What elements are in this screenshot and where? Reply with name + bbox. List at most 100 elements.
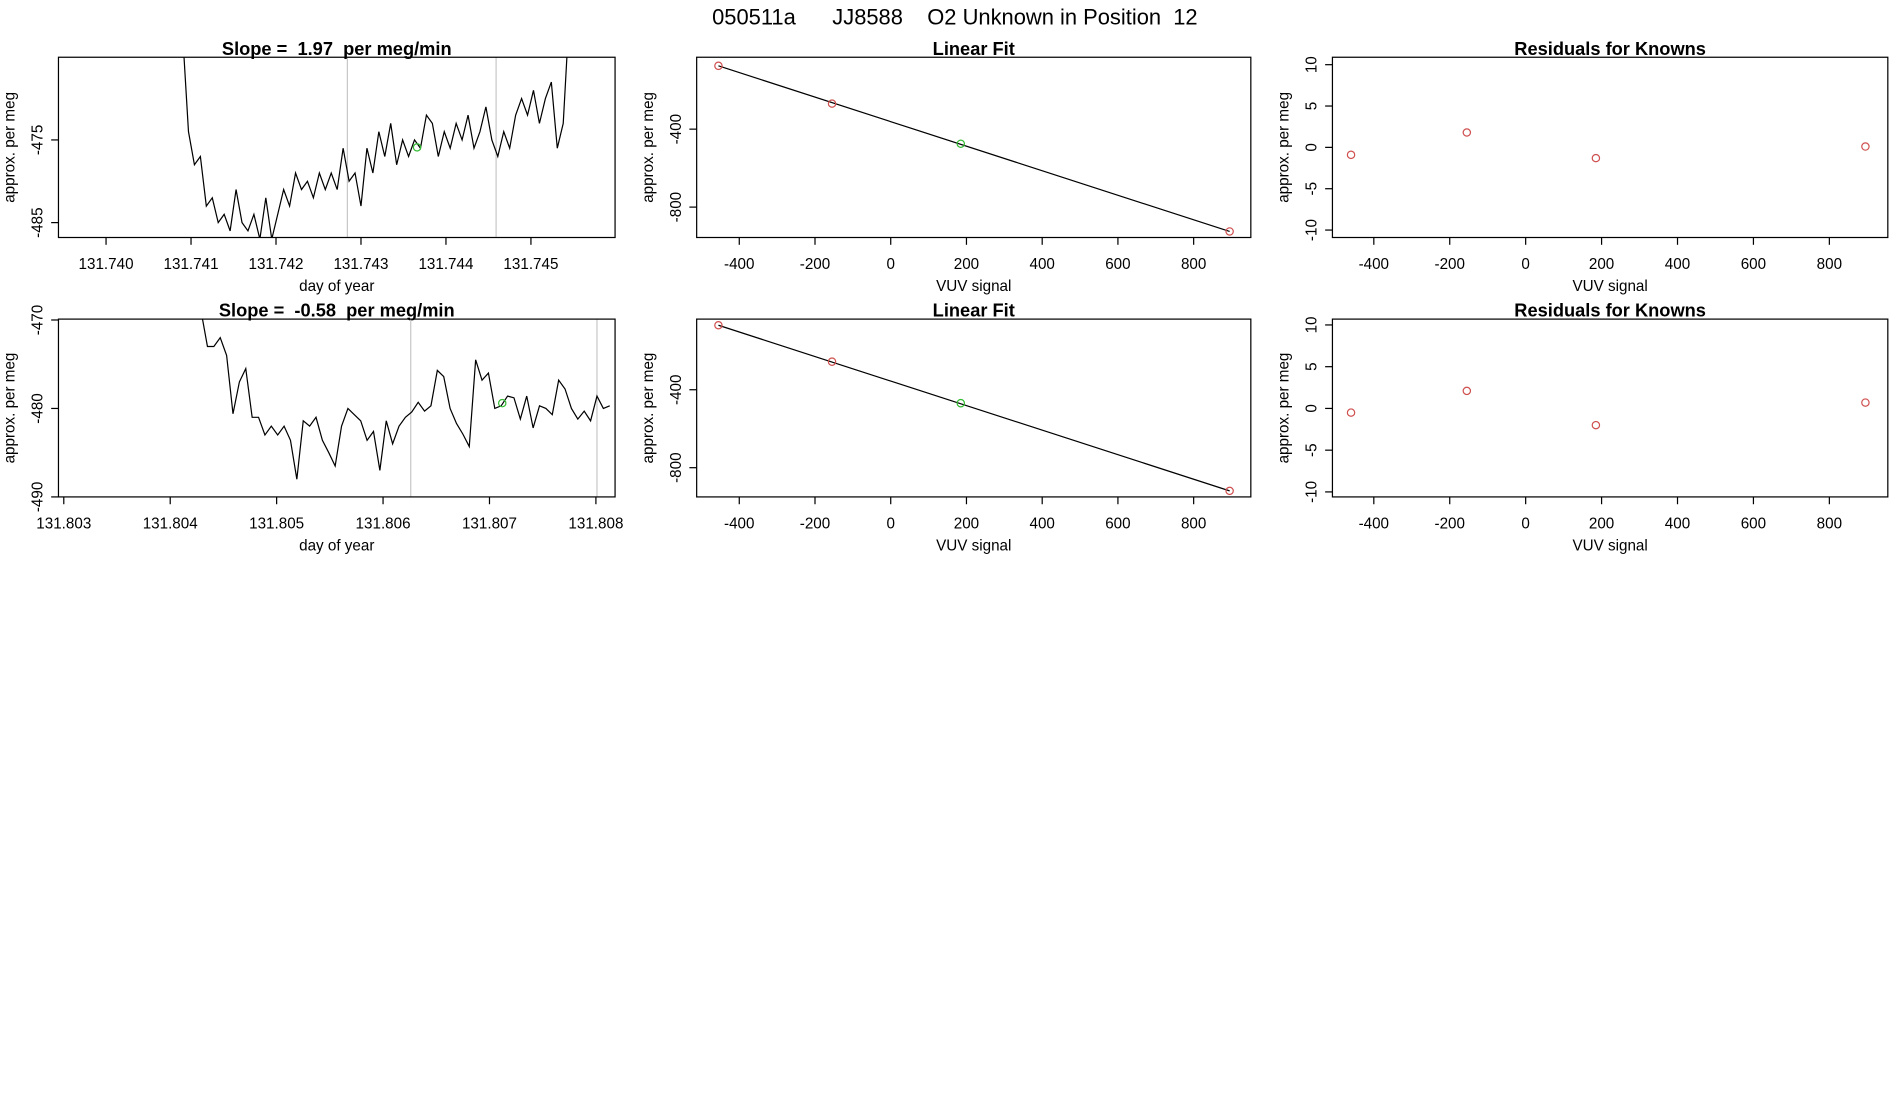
y-tick-label: -400 [668,114,685,144]
figure-title: 050511a JJ8588 O2 Unknown in Position 12 [712,4,1198,29]
y-tick-label: 5 [1304,102,1321,110]
y-axis-label: approx. per meg [640,92,657,203]
x-tick-label: 800 [1817,516,1842,533]
data-point [956,139,966,149]
x-tick-label: 0 [1521,256,1529,273]
x-tick-label: 131.803 [36,516,91,533]
panel-title: Linear Fit [933,300,1015,321]
y-tick-label: -5 [1304,443,1321,457]
x-tick-label: -200 [1435,256,1465,273]
x-tick-label: 600 [1105,256,1130,273]
x-axis-label: VUV signal [1572,278,1647,295]
x-tick-label: -400 [1359,256,1389,273]
data-point [1225,227,1234,236]
y-tick-label: -490 [30,482,47,512]
panel-title: Slope = -0.58 per meg/min [219,300,455,321]
x-tick-label: 131.805 [249,516,304,533]
y-tick-label: -10 [1304,219,1321,241]
x-tick-label: 131.745 [503,256,558,273]
x-tick-label: 131.807 [462,516,517,533]
x-tick-label: 600 [1741,256,1766,273]
y-tick-label: 10 [1304,316,1321,333]
x-tick-label: 400 [1665,256,1690,273]
data-point [1861,142,1870,151]
x-tick-label: 400 [1665,516,1690,533]
x-tick-label: -200 [800,256,830,273]
data-point [1591,420,1601,430]
y-axis-label: approx. per meg [2,92,19,203]
x-axis-label: VUV signal [1572,538,1647,555]
y-tick-label: 10 [1304,56,1321,73]
y-tick-label: -10 [1304,481,1321,503]
x-tick-label: 131.742 [248,256,303,273]
y-tick-label: -480 [30,393,47,423]
panel-title: Linear Fit [933,38,1015,59]
y-tick-label: -470 [30,305,47,335]
x-tick-label: -200 [1435,516,1465,533]
data-point [714,61,723,71]
x-axis-label: VUV signal [936,538,1011,555]
plot-frame [696,318,1252,498]
data-line [718,324,1230,492]
y-tick-label: -800 [668,192,685,222]
x-tick-label: 131.740 [79,256,134,273]
data-line [183,57,568,238]
data-point [1462,128,1472,137]
x-tick-label: 200 [1589,256,1614,273]
x-axis-label: VUV signal [936,278,1011,295]
x-tick-label: 600 [1741,516,1766,533]
x-tick-label: 800 [1181,516,1206,533]
data-point [1346,408,1356,417]
x-tick-label: 800 [1181,256,1206,273]
data-point [1861,398,1870,407]
x-tick-label: 131.806 [356,516,411,533]
x-tick-label: -400 [724,516,754,533]
data-point [497,398,507,408]
data-point [1462,386,1472,396]
x-tick-label: 200 [954,256,979,273]
x-tick-label: -400 [724,256,754,273]
x-tick-label: 131.744 [418,256,474,273]
x-tick-label: 131.804 [143,516,199,533]
y-axis-label: approx. per meg [1276,92,1293,203]
data-point [412,143,422,152]
plot-area [1346,128,1870,163]
plot-area [1346,386,1870,430]
x-tick-label: 400 [1029,516,1054,533]
x-tick-label: 200 [954,516,979,533]
y-tick-label: -475 [30,125,47,155]
x-tick-label: 131.743 [333,256,388,273]
data-line [718,65,1230,233]
y-axis-label: approx. per meg [1276,353,1293,464]
x-tick-label: 0 [886,256,894,273]
y-axis-label: approx. per meg [640,353,657,464]
data-point [827,357,837,366]
y-tick-label: 0 [1304,404,1321,412]
x-tick-label: -400 [1359,516,1389,533]
y-tick-label: -485 [30,207,47,237]
data-point [956,398,966,408]
panel-title: Residuals for Knowns [1514,300,1706,321]
data-point [827,99,837,108]
data-point [1225,486,1234,496]
plot-frame [57,318,616,498]
plot-area [183,57,568,238]
data-line [201,319,610,480]
data-point [1591,153,1601,163]
y-tick-label: -400 [668,375,685,405]
plot-frame [1331,318,1889,498]
y-axis-label: approx. per meg [2,353,19,464]
y-tick-label: 5 [1304,362,1321,370]
plot-frame [696,56,1252,239]
x-tick-label: 800 [1817,256,1842,273]
y-tick-label: -800 [668,452,685,482]
y-tick-label: -5 [1304,182,1321,196]
plot-frame [1331,56,1889,239]
plot-area [714,61,1234,236]
data-point [714,320,723,330]
plot-frame [57,56,616,239]
panel-title: Residuals for Knowns [1514,38,1706,59]
x-tick-label: 200 [1589,516,1614,533]
